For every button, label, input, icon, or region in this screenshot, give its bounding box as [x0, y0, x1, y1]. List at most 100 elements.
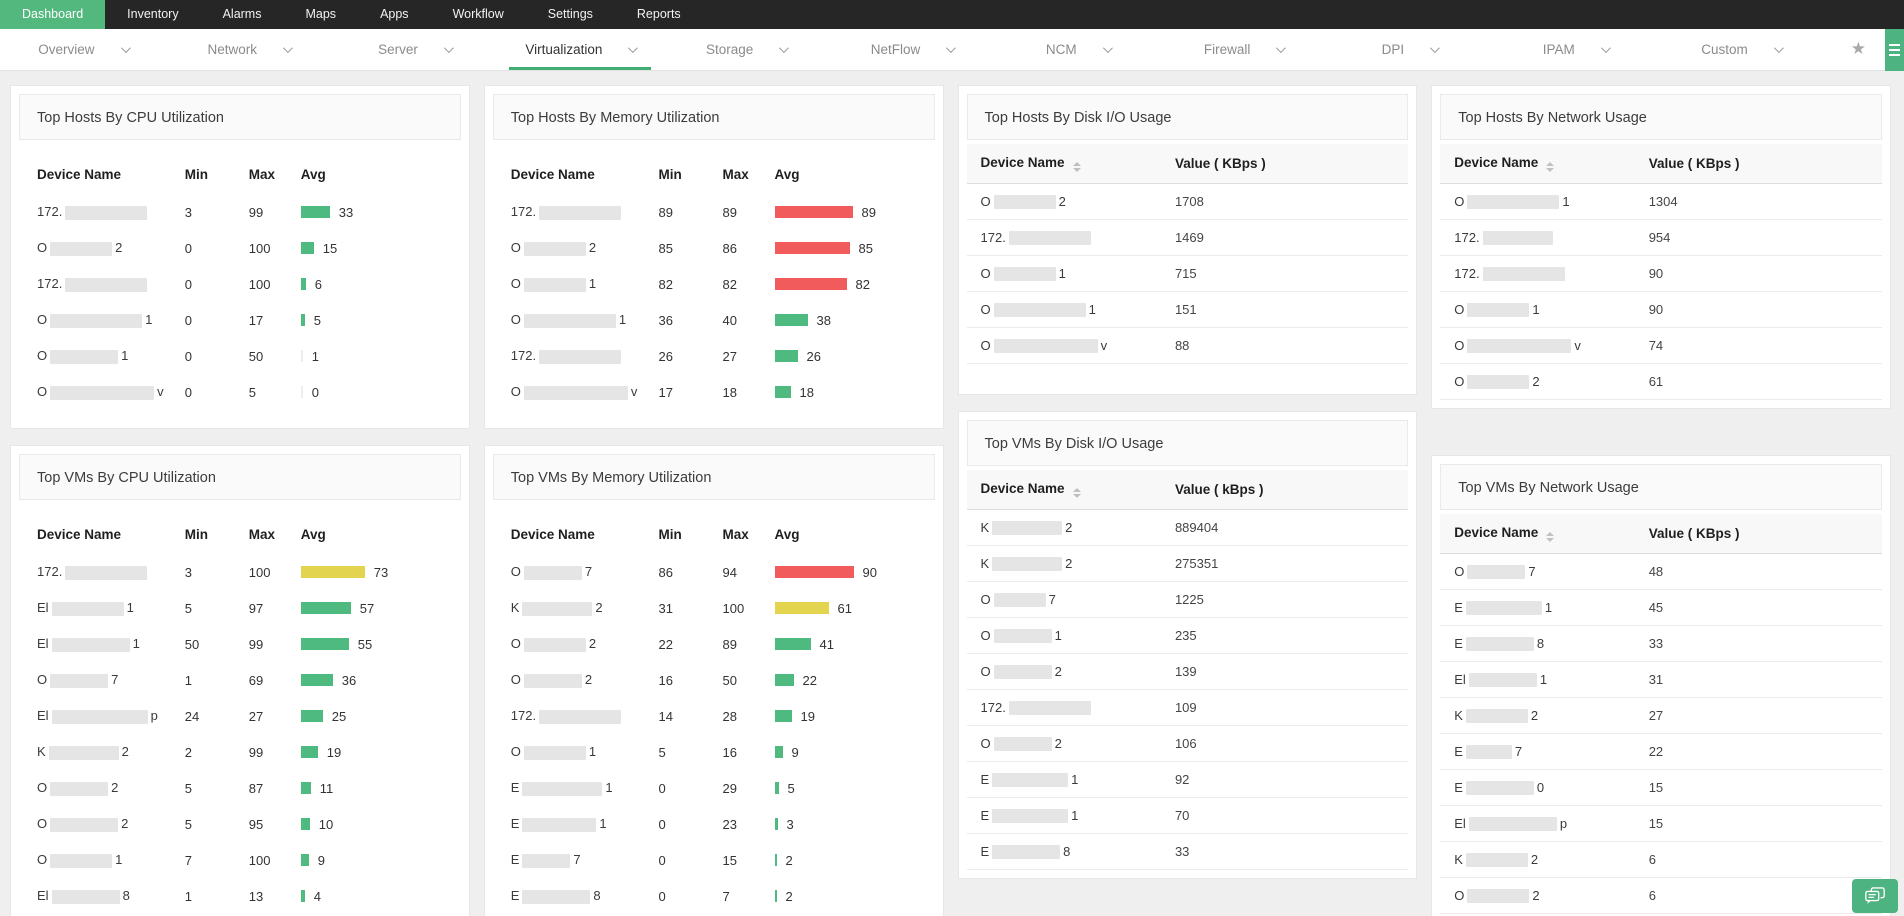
- nav-item-settings[interactable]: Settings: [547, 7, 593, 21]
- table-row[interactable]: O 1 715: [966, 256, 1409, 292]
- table-row[interactable]: 172. 954: [1440, 220, 1882, 256]
- nav-item-alarms[interactable]: Alarms: [222, 7, 262, 21]
- table-row[interactable]: 172. 1469: [966, 220, 1409, 256]
- table-row[interactable]: 172. 0 100 6: [37, 266, 451, 302]
- table-row[interactable]: K 2 31 100 61: [511, 590, 925, 626]
- chevron-down-icon[interactable]: [946, 43, 957, 54]
- table-row[interactable]: O 7 86 94 90: [511, 554, 925, 590]
- column-header-device-name[interactable]: Device Name: [981, 155, 1175, 172]
- table-row[interactable]: K 2 889404: [966, 510, 1409, 546]
- table-row[interactable]: O 1 0 17 5: [37, 302, 451, 338]
- device-name[interactable]: El 1: [37, 600, 185, 616]
- sort-icon[interactable]: [1546, 162, 1555, 172]
- table-row[interactable]: E 1 92: [966, 762, 1409, 798]
- table-row[interactable]: O 7 1225: [966, 582, 1409, 618]
- chevron-down-icon[interactable]: [1276, 43, 1287, 54]
- table-row[interactable]: O 1 90: [1440, 292, 1882, 328]
- table-row[interactable]: O 2 5 95 10: [37, 806, 451, 842]
- tab-virtualization[interactable]: Virtualization: [497, 29, 663, 70]
- chevron-down-icon[interactable]: [282, 43, 293, 54]
- tab-ncm[interactable]: NCM: [995, 29, 1161, 70]
- table-row[interactable]: K 2 2 99 19: [37, 734, 451, 770]
- device-name[interactable]: 172.: [511, 348, 659, 364]
- chat-support-button[interactable]: [1852, 879, 1898, 913]
- device-name[interactable]: 172.: [37, 204, 185, 220]
- table-row[interactable]: O 2 106: [966, 726, 1409, 762]
- chevron-down-icon[interactable]: [1600, 43, 1611, 54]
- device-name[interactable]: El 8: [37, 888, 185, 904]
- table-row[interactable]: K 2 27: [1440, 698, 1882, 734]
- widget-list-button[interactable]: [1885, 29, 1904, 71]
- table-row[interactable]: El 8 1 13 4: [37, 878, 451, 914]
- table-row[interactable]: E 7 0 15 2: [511, 842, 925, 878]
- table-row[interactable]: 172. 3 100 73: [37, 554, 451, 590]
- column-header-device-name[interactable]: Device Name: [1454, 525, 1648, 542]
- table-row[interactable]: O 2 61: [1440, 364, 1882, 400]
- tab-overview[interactable]: Overview: [0, 29, 166, 70]
- table-row[interactable]: O 1 36 40 38: [511, 302, 925, 338]
- table-row[interactable]: O 2 0 100 15: [37, 230, 451, 266]
- table-row[interactable]: O 2 139: [966, 654, 1409, 690]
- table-row[interactable]: O 1 235: [966, 618, 1409, 654]
- tab-ipam[interactable]: IPAM: [1492, 29, 1658, 70]
- table-row[interactable]: O 1 82 82 82: [511, 266, 925, 302]
- sort-icon[interactable]: [1072, 162, 1081, 172]
- table-row[interactable]: El p 15: [1440, 806, 1882, 842]
- tab-server[interactable]: Server: [332, 29, 498, 70]
- table-row[interactable]: O 1 0 50 1: [37, 338, 451, 374]
- table-row[interactable]: O 1 5 16 9: [511, 734, 925, 770]
- device-name[interactable]: 172.: [511, 708, 659, 724]
- table-row[interactable]: O 2 22 89 41: [511, 626, 925, 662]
- table-row[interactable]: 172. 14 28 19: [511, 698, 925, 734]
- table-row[interactable]: O 2 16 50 22: [511, 662, 925, 698]
- table-row[interactable]: E 1 45: [1440, 590, 1882, 626]
- tab-network[interactable]: Network: [166, 29, 332, 70]
- table-row[interactable]: E 0 15: [1440, 770, 1882, 806]
- device-name[interactable]: El 1: [37, 636, 185, 652]
- device-name[interactable]: 172.: [981, 700, 1175, 716]
- nav-item-workflow[interactable]: Workflow: [452, 7, 504, 21]
- tab-custom[interactable]: Custom: [1658, 29, 1824, 70]
- table-row[interactable]: 172. 3 99 33: [37, 194, 451, 230]
- nav-item-inventory[interactable]: Inventory: [127, 7, 179, 21]
- table-row[interactable]: O 1 7 100 9: [37, 842, 451, 878]
- column-header-device-name[interactable]: Device Name: [981, 481, 1175, 498]
- device-name[interactable]: El p: [37, 708, 185, 724]
- device-name[interactable]: El 1: [1454, 672, 1648, 688]
- device-name[interactable]: 172.: [1454, 266, 1648, 282]
- device-name[interactable]: 172.: [981, 230, 1175, 246]
- device-name[interactable]: 172.: [37, 564, 185, 580]
- nav-item-dashboard[interactable]: Dashboard: [0, 0, 106, 29]
- chevron-down-icon[interactable]: [443, 43, 454, 54]
